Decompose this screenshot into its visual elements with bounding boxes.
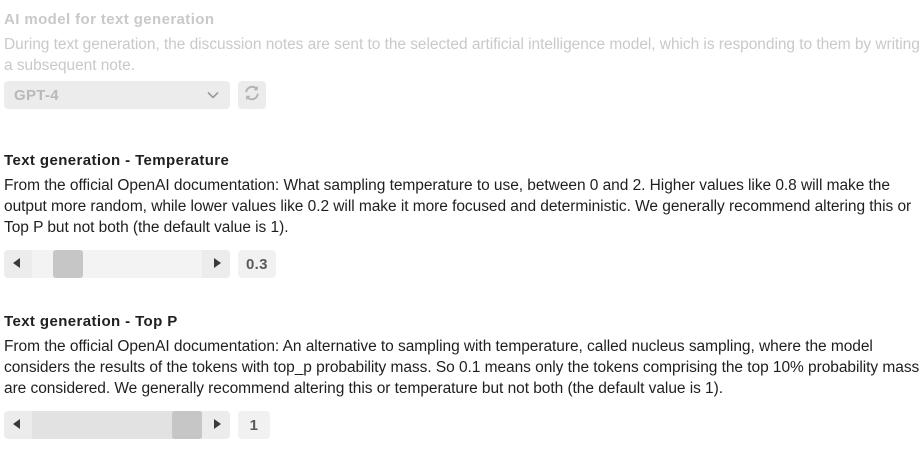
model-section: AI model for text generation During text… [4,10,920,109]
top-p-description: From the official OpenAI documentation: … [4,338,920,397]
refresh-icon [243,84,261,107]
temperature-increase-button[interactable] [204,250,230,278]
refresh-models-button[interactable] [238,81,266,109]
chevron-down-icon [206,90,220,100]
temperature-slider[interactable] [4,250,230,278]
triangle-left-icon [13,255,21,273]
temperature-decrease-button[interactable] [4,250,30,278]
model-select-value: GPT-4 [14,86,59,104]
top-p-control-row: 1 [4,411,920,439]
temperature-control-row: 0.3 [4,250,920,278]
temperature-value: 0.3 [238,250,276,278]
top-p-title: Text generation - Top P [4,313,178,330]
temperature-slider-thumb[interactable] [53,250,83,278]
temperature-title: Text generation - Temperature [4,152,230,169]
triangle-left-icon [13,416,21,434]
top-p-slider-thumb[interactable] [172,411,202,439]
model-select-row: GPT-4 [4,81,920,109]
top-p-section: Text generation - Top P From the officia… [4,312,920,439]
top-p-increase-button[interactable] [204,411,230,439]
top-p-value: 1 [238,411,270,439]
temperature-description: From the official OpenAI documentation: … [4,177,912,236]
model-section-title: AI model for text generation [4,11,215,28]
temperature-section: Text generation - Temperature From the o… [4,151,920,278]
triangle-right-icon [213,416,221,434]
model-select[interactable]: GPT-4 [4,81,230,109]
model-section-description: During text generation, the discussion n… [4,36,920,74]
top-p-decrease-button[interactable] [4,411,30,439]
triangle-right-icon [213,255,221,273]
top-p-slider[interactable] [4,411,230,439]
